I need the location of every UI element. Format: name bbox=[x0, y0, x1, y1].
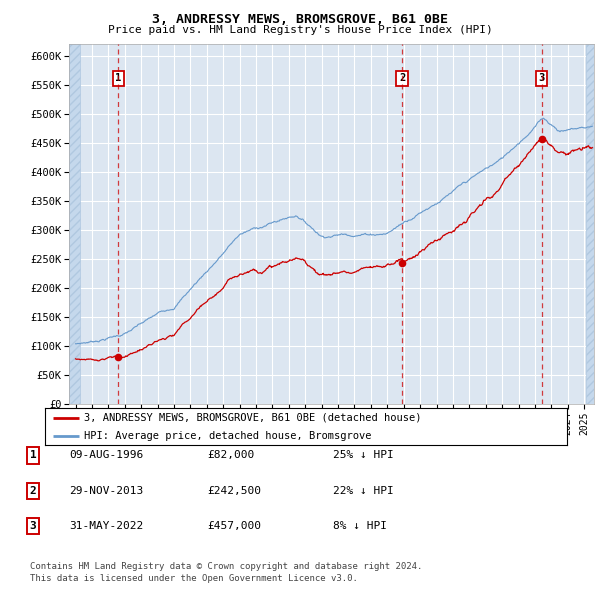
Text: 09-AUG-1996: 09-AUG-1996 bbox=[69, 451, 143, 460]
Text: 1: 1 bbox=[29, 451, 37, 460]
Bar bbox=[586, 44, 594, 404]
Text: 3: 3 bbox=[539, 73, 545, 83]
Text: 25% ↓ HPI: 25% ↓ HPI bbox=[333, 451, 394, 460]
Text: Contains HM Land Registry data © Crown copyright and database right 2024.: Contains HM Land Registry data © Crown c… bbox=[30, 562, 422, 571]
Text: This data is licensed under the Open Government Licence v3.0.: This data is licensed under the Open Gov… bbox=[30, 573, 358, 583]
Text: HPI: Average price, detached house, Bromsgrove: HPI: Average price, detached house, Brom… bbox=[84, 431, 371, 441]
Text: Price paid vs. HM Land Registry's House Price Index (HPI): Price paid vs. HM Land Registry's House … bbox=[107, 25, 493, 35]
Text: 8% ↓ HPI: 8% ↓ HPI bbox=[333, 522, 387, 531]
Text: 31-MAY-2022: 31-MAY-2022 bbox=[69, 522, 143, 531]
Text: 3, ANDRESSY MEWS, BROMSGROVE, B61 0BE (detached house): 3, ANDRESSY MEWS, BROMSGROVE, B61 0BE (d… bbox=[84, 412, 422, 422]
Text: £82,000: £82,000 bbox=[207, 451, 254, 460]
Text: 22% ↓ HPI: 22% ↓ HPI bbox=[333, 486, 394, 496]
Text: 3, ANDRESSY MEWS, BROMSGROVE, B61 0BE: 3, ANDRESSY MEWS, BROMSGROVE, B61 0BE bbox=[152, 13, 448, 26]
Text: 2: 2 bbox=[399, 73, 406, 83]
Text: 2: 2 bbox=[29, 486, 37, 496]
Text: 29-NOV-2013: 29-NOV-2013 bbox=[69, 486, 143, 496]
Text: £242,500: £242,500 bbox=[207, 486, 261, 496]
Text: 1: 1 bbox=[115, 73, 121, 83]
Bar bbox=[69, 44, 80, 404]
Text: £457,000: £457,000 bbox=[207, 522, 261, 531]
Text: 3: 3 bbox=[29, 522, 37, 531]
